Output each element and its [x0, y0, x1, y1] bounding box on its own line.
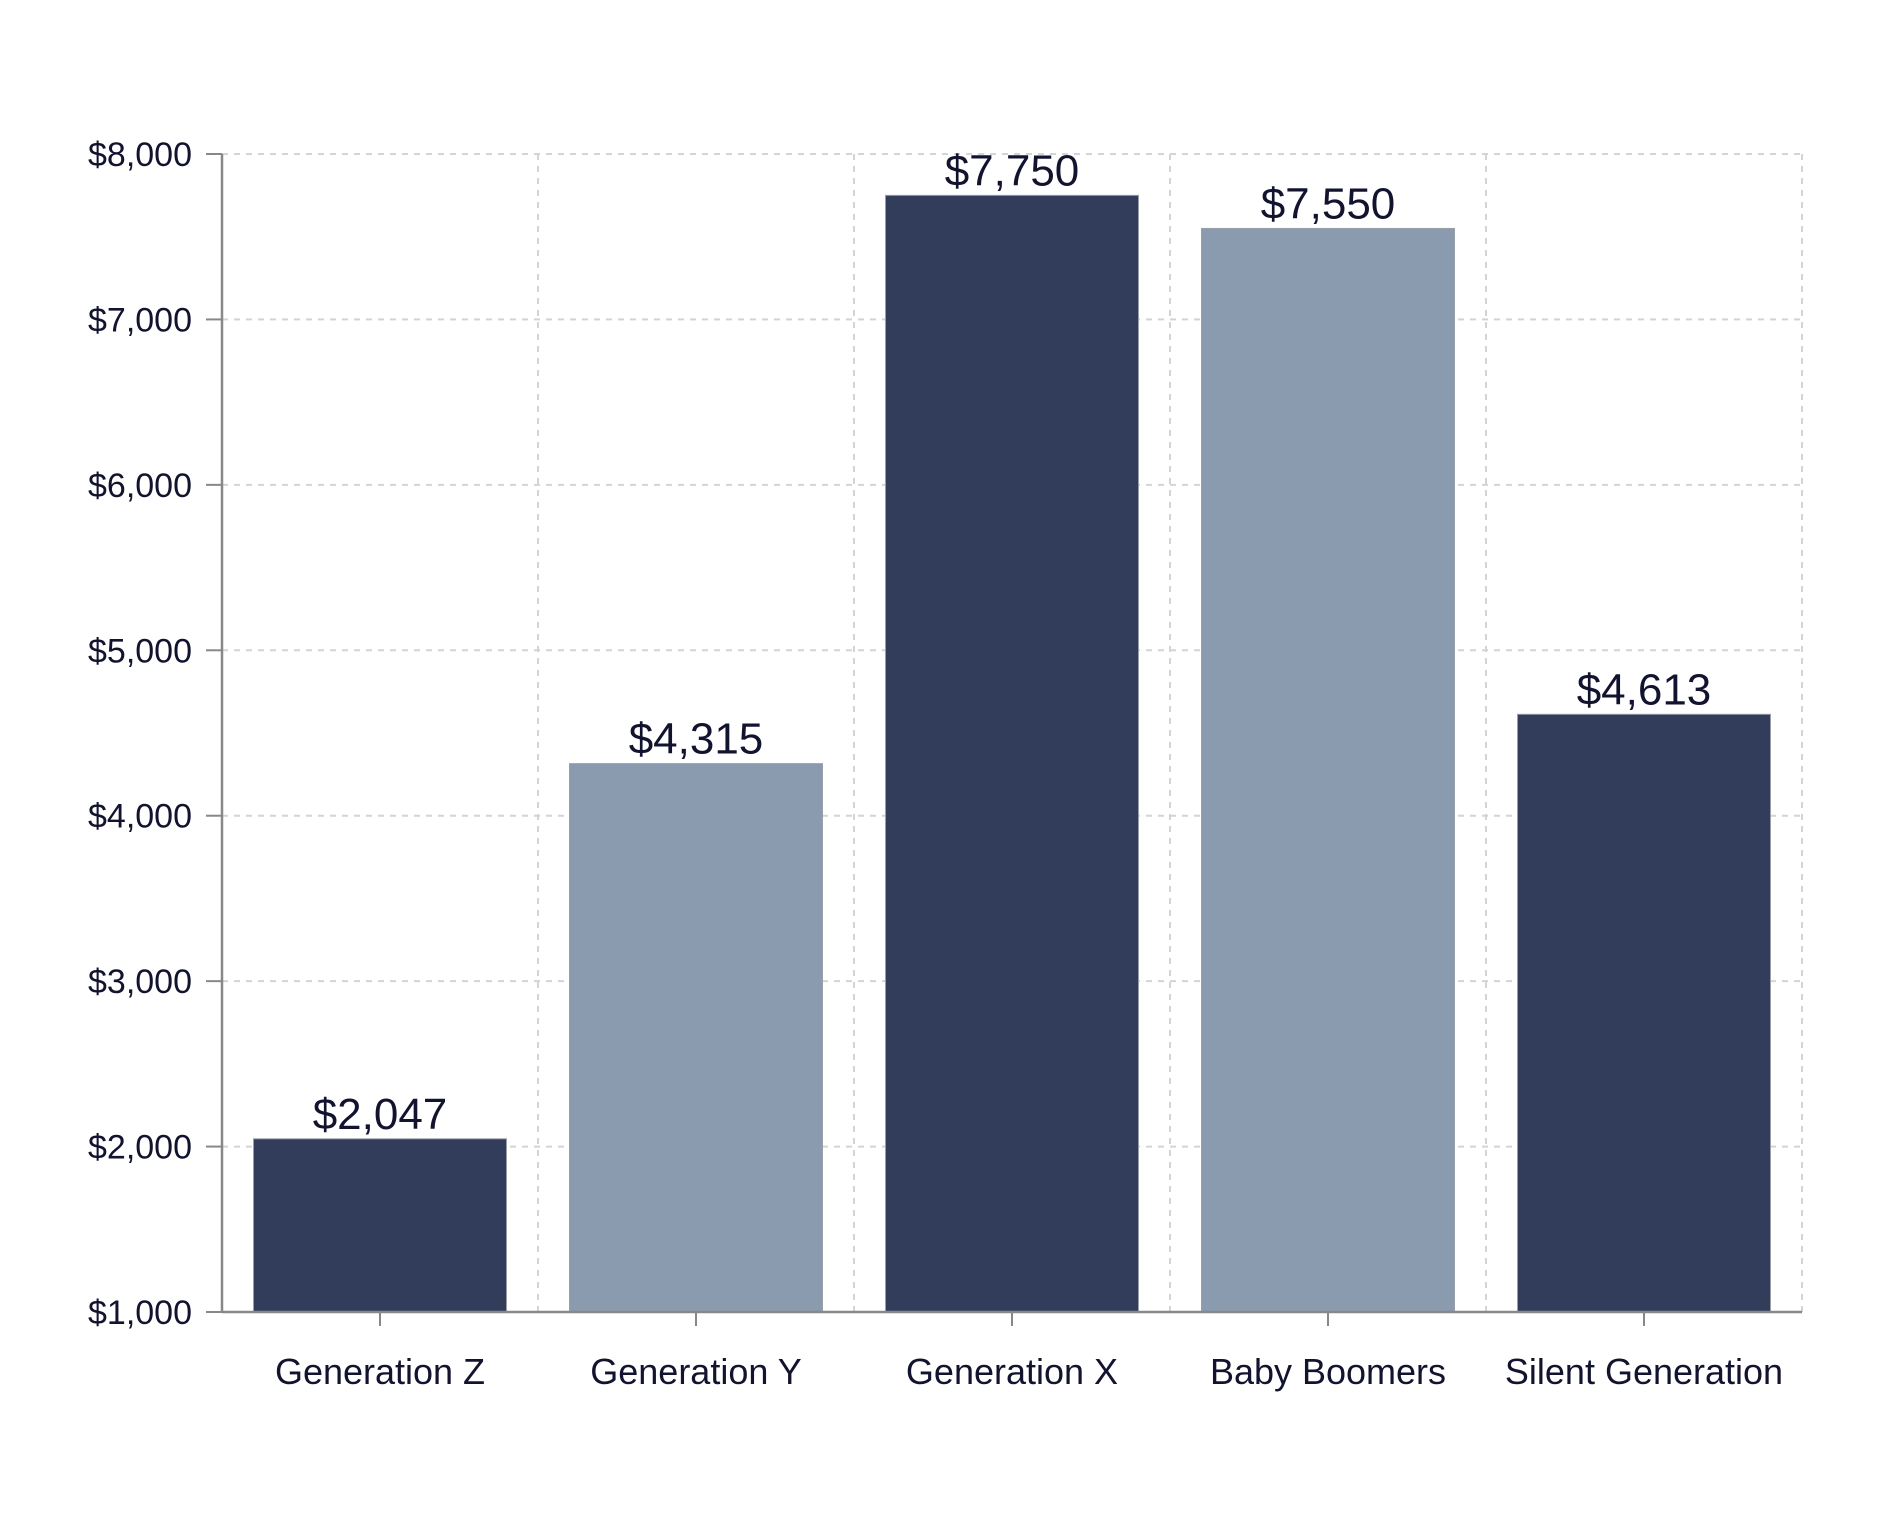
y-tick-label: $2,000 — [88, 1129, 192, 1167]
y-tick-label: $3,000 — [88, 963, 192, 1001]
data-label: $7,550 — [1261, 179, 1396, 228]
bar — [569, 763, 823, 1313]
y-tick-label: $6,000 — [88, 467, 192, 505]
x-tick-label: Baby Boomers — [1210, 1351, 1446, 1392]
y-tick-label: $1,000 — [88, 1294, 192, 1332]
y-tick-label: $5,000 — [88, 632, 192, 670]
y-tick-label: $7,000 — [88, 301, 192, 339]
bar — [1517, 713, 1771, 1313]
x-tick-label: Silent Generation — [1505, 1351, 1783, 1392]
bar — [1201, 227, 1455, 1313]
y-tick-label: $4,000 — [88, 798, 192, 836]
data-label: $4,315 — [629, 715, 764, 764]
data-label: $7,750 — [945, 146, 1080, 195]
bar — [253, 1138, 507, 1313]
data-label: $4,613 — [1577, 665, 1712, 714]
x-tick-label: Generation X — [906, 1351, 1118, 1392]
bar — [885, 194, 1139, 1313]
data-label: $2,047 — [313, 1090, 448, 1139]
x-tick-label: Generation Z — [275, 1351, 485, 1392]
y-tick-label: $8,000 — [88, 136, 192, 174]
x-tick-label: Generation Y — [590, 1351, 801, 1392]
